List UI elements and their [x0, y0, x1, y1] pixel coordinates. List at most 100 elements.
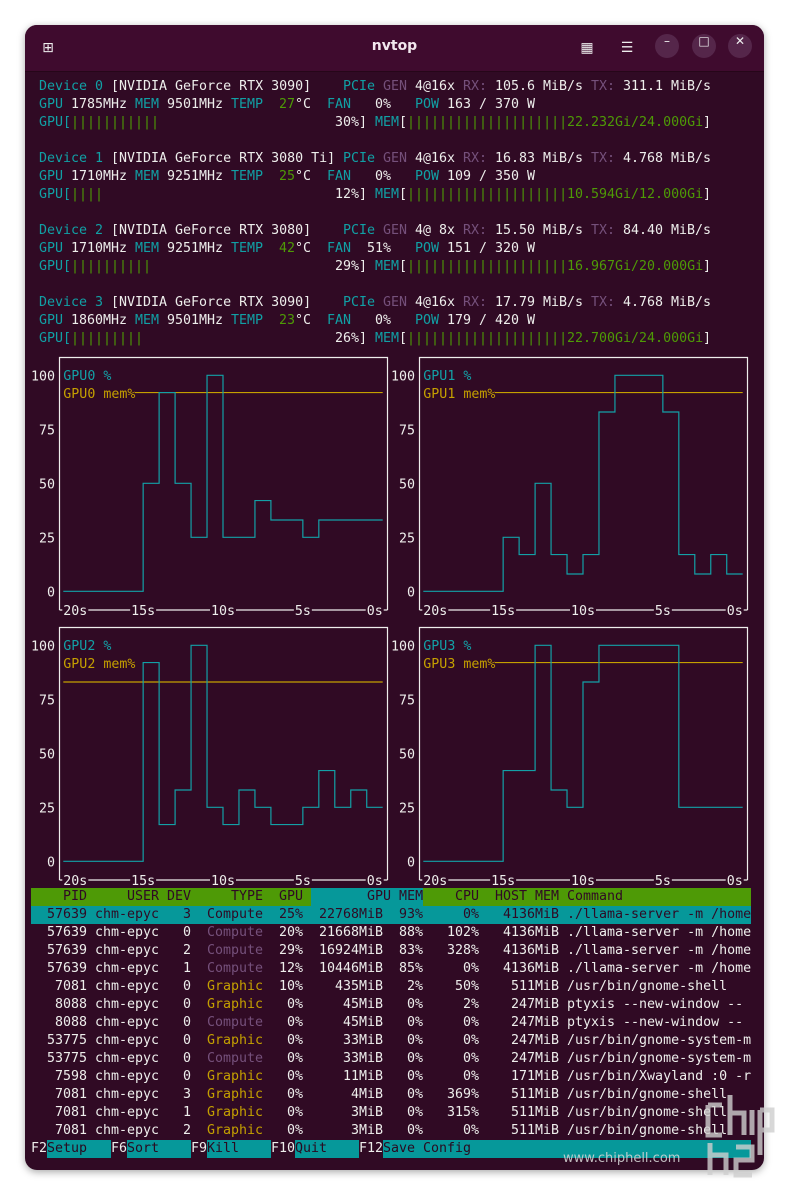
gpu-mem-cell[interactable]: 10446MiB — [311, 961, 384, 976]
minimize-button[interactable]: – — [655, 34, 679, 58]
gpu-mem-cell[interactable]: 45MiB — [311, 1015, 384, 1030]
close-button[interactable]: ✕ — [728, 34, 752, 58]
pid-cell[interactable]: 7081 — [39, 1105, 88, 1120]
host-mem-cell[interactable]: 4136MiB — [487, 943, 560, 958]
gpu-mem-pct-cell[interactable]: 83% — [391, 943, 424, 958]
footer-label-bg[interactable] — [295, 1140, 359, 1158]
pid-cell[interactable]: 8088 — [39, 997, 88, 1012]
host-mem-cell[interactable]: 511MiB — [487, 1087, 560, 1102]
cpu-cell[interactable]: 315% — [423, 1105, 480, 1120]
header-cpu[interactable]: CPU — [423, 889, 480, 904]
gpu-mem-pct-cell[interactable]: 0% — [391, 1015, 424, 1030]
dev-cell[interactable]: 0 — [167, 1033, 192, 1048]
gpu-mem-pct-cell[interactable]: 0% — [391, 997, 424, 1012]
pid-cell[interactable]: 53775 — [39, 1033, 88, 1048]
footer-button-save-config[interactable]: Save Config — [383, 1141, 472, 1156]
footer-label-bg[interactable] — [47, 1140, 111, 1158]
gpu-mem-cell[interactable]: 45MiB — [311, 997, 384, 1012]
gpu-cell[interactable]: 0% — [271, 1015, 304, 1030]
header-gpu[interactable]: GPU — [271, 889, 304, 904]
user-cell[interactable]: chm-epyc — [95, 925, 160, 940]
gpu-mem-pct-cell[interactable]: 85% — [391, 961, 424, 976]
host-mem-cell[interactable]: 247MiB — [487, 997, 560, 1012]
pid-cell[interactable]: 7598 — [39, 1069, 88, 1084]
footer-label-bg[interactable] — [207, 1140, 271, 1158]
gpu-mem-cell[interactable]: 435MiB — [311, 979, 384, 994]
gpu-mem-cell[interactable]: 33MiB — [311, 1051, 384, 1066]
gpu-mem-pct-cell[interactable]: 0% — [391, 1087, 424, 1102]
footer-label-bg[interactable] — [127, 1140, 191, 1158]
cpu-cell[interactable]: 0% — [423, 1033, 480, 1048]
command-cell[interactable]: ./llama-server -m /home — [567, 907, 752, 922]
user-cell[interactable]: chm-epyc — [95, 1033, 160, 1048]
gpu-mem-cell[interactable]: 22768MiB — [311, 907, 384, 922]
cpu-cell[interactable]: 2% — [423, 997, 480, 1012]
gpu-cell[interactable]: 0% — [271, 1069, 304, 1084]
dev-cell[interactable]: 3 — [167, 1087, 192, 1102]
gpu-cell[interactable]: 12% — [271, 961, 304, 976]
gpu-cell[interactable]: 10% — [271, 979, 304, 994]
cpu-cell[interactable]: 328% — [423, 943, 480, 958]
type-cell[interactable]: Graphic — [199, 979, 264, 994]
maximize-button[interactable]: □ — [692, 34, 716, 58]
gpu-mem-cell[interactable]: 21668MiB — [311, 925, 384, 940]
type-cell[interactable]: Graphic — [199, 1069, 264, 1084]
footer-button-setup[interactable]: Setup — [47, 1141, 88, 1156]
new-tab-icon[interactable]: ⊞ — [42, 40, 54, 56]
dev-cell[interactable]: 1 — [167, 961, 192, 976]
command-cell[interactable]: /usr/bin/gnome-shell — [567, 1105, 728, 1120]
footer-button-sort[interactable]: Sort — [127, 1141, 160, 1156]
header-user[interactable]: USER — [95, 889, 160, 904]
gpu-mem-pct-cell[interactable]: 93% — [391, 907, 424, 922]
header-dev[interactable]: DEV — [167, 889, 192, 904]
pid-cell[interactable]: 57639 — [39, 943, 88, 958]
gpu-cell[interactable]: 29% — [271, 943, 304, 958]
cpu-cell[interactable]: 0% — [423, 1051, 480, 1066]
dev-cell[interactable]: 0 — [167, 925, 192, 940]
gpu-cell[interactable]: 0% — [271, 1033, 304, 1048]
footer-label-bg[interactable] — [383, 1140, 751, 1158]
gpu-cell[interactable]: 25% — [271, 907, 304, 922]
footer-button-quit[interactable]: Quit — [295, 1141, 328, 1156]
dev-cell[interactable]: 0 — [167, 979, 192, 994]
host-mem-cell[interactable]: 171MiB — [487, 1069, 560, 1084]
dev-cell[interactable]: 2 — [167, 943, 192, 958]
gpu-mem-cell[interactable]: 11MiB — [311, 1069, 384, 1084]
gpu-mem-cell[interactable]: 33MiB — [311, 1033, 384, 1048]
footer-key-f6[interactable]: F6 — [111, 1141, 128, 1156]
dev-cell[interactable]: 3 — [167, 907, 192, 922]
type-cell[interactable]: Compute — [199, 907, 264, 922]
pid-cell[interactable]: 57639 — [39, 907, 88, 922]
pid-cell[interactable]: 57639 — [39, 925, 88, 940]
command-cell[interactable]: ./llama-server -m /home — [567, 961, 752, 976]
type-cell[interactable]: Compute — [199, 1015, 264, 1030]
type-cell[interactable]: Graphic — [199, 997, 264, 1012]
user-cell[interactable]: chm-epyc — [95, 1015, 160, 1030]
command-cell[interactable]: /usr/bin/gnome-system-m — [567, 1033, 752, 1048]
gpu-cell[interactable]: 0% — [271, 1087, 304, 1102]
cpu-cell[interactable]: 369% — [423, 1087, 480, 1102]
user-cell[interactable]: chm-epyc — [95, 997, 160, 1012]
dev-cell[interactable]: 0 — [167, 997, 192, 1012]
header-gpu-mem[interactable]: GPU MEM — [311, 889, 424, 904]
gpu-mem-pct-cell[interactable]: 2% — [391, 979, 424, 994]
gpu-cell[interactable]: 0% — [271, 1051, 304, 1066]
gpu-mem-pct-cell[interactable]: 0% — [391, 1051, 424, 1066]
cpu-cell[interactable]: 102% — [423, 925, 480, 940]
cpu-cell[interactable]: 0% — [423, 907, 480, 922]
dev-cell[interactable]: 1 — [167, 1105, 192, 1120]
pid-cell[interactable]: 7081 — [39, 1123, 88, 1138]
gpu-cell[interactable]: 0% — [271, 997, 304, 1012]
user-cell[interactable]: chm-epyc — [95, 907, 160, 922]
gpu-cell[interactable]: 20% — [271, 925, 304, 940]
cpu-cell[interactable]: 0% — [423, 1069, 480, 1084]
dev-cell[interactable]: 2 — [167, 1123, 192, 1138]
cpu-cell[interactable]: 0% — [423, 961, 480, 976]
gpu-cell[interactable]: 0% — [271, 1105, 304, 1120]
host-mem-cell[interactable]: 247MiB — [487, 1033, 560, 1048]
host-mem-cell[interactable]: 511MiB — [487, 1105, 560, 1120]
pid-cell[interactable]: 7081 — [39, 1087, 88, 1102]
header-pid[interactable]: PID — [39, 889, 88, 904]
command-cell[interactable]: /usr/bin/gnome-shell — [567, 1123, 728, 1138]
